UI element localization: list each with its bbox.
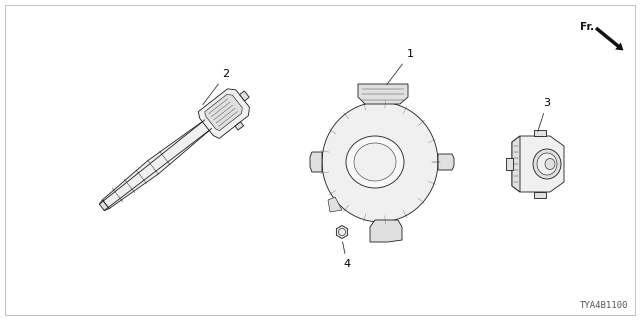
Ellipse shape — [537, 153, 557, 175]
Bar — [506, 158, 513, 170]
Polygon shape — [512, 136, 520, 192]
Polygon shape — [205, 94, 243, 131]
Text: 4: 4 — [342, 242, 351, 269]
Ellipse shape — [346, 136, 404, 188]
Ellipse shape — [545, 158, 555, 170]
Text: 1: 1 — [387, 49, 413, 85]
Text: Fr.: Fr. — [580, 22, 594, 32]
Polygon shape — [358, 84, 408, 104]
Text: TYA4B1100: TYA4B1100 — [580, 301, 628, 310]
Bar — [534, 192, 546, 198]
Text: 3: 3 — [538, 98, 550, 131]
Polygon shape — [310, 152, 322, 172]
Polygon shape — [239, 91, 249, 101]
Polygon shape — [512, 136, 564, 192]
Polygon shape — [235, 122, 244, 130]
Circle shape — [339, 228, 346, 236]
Bar — [534, 130, 546, 136]
Polygon shape — [99, 200, 109, 211]
Polygon shape — [322, 102, 438, 222]
Text: 2: 2 — [203, 69, 230, 105]
Polygon shape — [438, 154, 454, 170]
Ellipse shape — [533, 149, 561, 179]
FancyArrow shape — [595, 27, 623, 51]
Polygon shape — [198, 89, 250, 139]
Polygon shape — [102, 120, 212, 209]
Polygon shape — [328, 197, 342, 212]
Ellipse shape — [354, 143, 396, 181]
Polygon shape — [370, 220, 402, 242]
Polygon shape — [337, 226, 348, 238]
